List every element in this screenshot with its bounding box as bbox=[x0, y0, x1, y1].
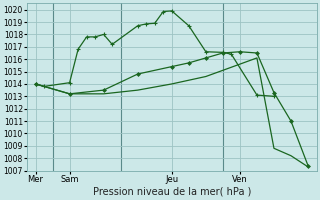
X-axis label: Pression niveau de la mer( hPa ): Pression niveau de la mer( hPa ) bbox=[92, 187, 251, 197]
